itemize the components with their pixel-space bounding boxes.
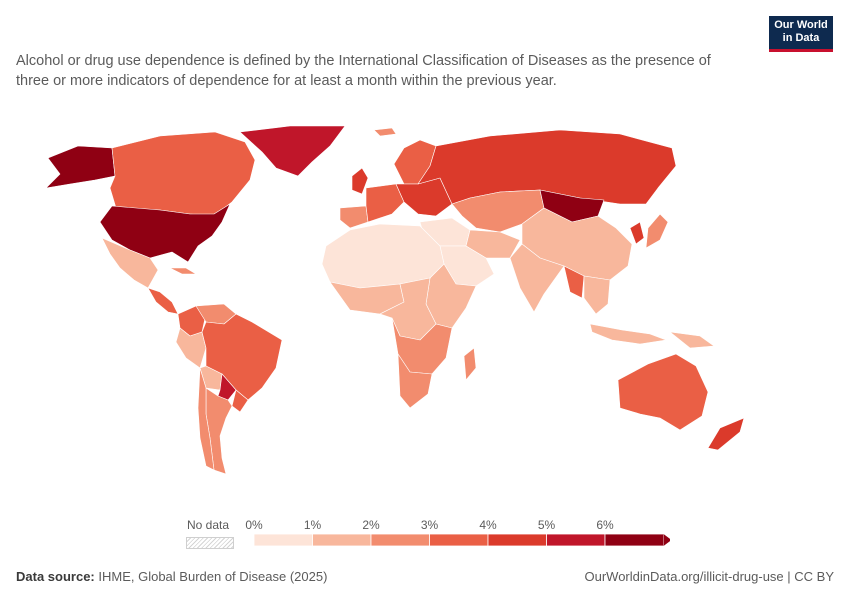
region-uruguay[interactable] xyxy=(231,389,249,413)
legend-bin-3[interactable] xyxy=(429,533,489,547)
region-south-africa[interactable] xyxy=(397,353,433,409)
region-korea[interactable] xyxy=(629,221,645,245)
legend-tick-label: 1% xyxy=(304,518,322,532)
legend-bin-6[interactable] xyxy=(604,533,664,547)
region-iceland[interactable] xyxy=(373,127,397,137)
region-papua-new-guinea[interactable] xyxy=(669,331,715,349)
region-new-zealand[interactable] xyxy=(707,417,745,451)
color-legend: 0% 1% 2% 3% 4% 5% 6% xyxy=(245,518,670,547)
legend-tick-label: 0% xyxy=(245,518,263,532)
legend-tick-label: 2% xyxy=(362,518,380,532)
region-madagascar[interactable] xyxy=(463,347,477,381)
legend-bin-0[interactable] xyxy=(253,533,313,547)
region-north-africa[interactable] xyxy=(321,223,445,289)
legend-bin-2[interactable] xyxy=(370,533,430,547)
region-united-kingdom[interactable] xyxy=(351,167,369,195)
logo-line-2: in Data xyxy=(782,32,820,44)
region-brazil[interactable] xyxy=(201,313,283,401)
data-source-text: IHME, Global Burden of Disease (2025) xyxy=(98,569,328,584)
legend-tick-label: 5% xyxy=(538,518,556,532)
logo-line-1: Our World xyxy=(774,19,828,31)
legend-arrow-tip xyxy=(663,534,670,546)
legend-no-data-swatch[interactable] xyxy=(186,537,234,549)
region-central-america[interactable] xyxy=(147,287,179,315)
data-source-label: Data source: xyxy=(16,569,95,584)
region-greenland[interactable] xyxy=(239,125,346,177)
legend-tick-label: 4% xyxy=(479,518,497,532)
region-myanmar[interactable] xyxy=(563,265,585,299)
region-united-states[interactable] xyxy=(99,203,231,263)
region-indonesia[interactable] xyxy=(589,323,667,345)
region-australia[interactable] xyxy=(617,353,709,431)
source-link[interactable]: OurWorldinData.org/illicit-drug-use | CC… xyxy=(584,569,835,584)
legend-bin-5[interactable] xyxy=(546,533,606,547)
region-iberia[interactable] xyxy=(339,205,369,229)
region-chile[interactable] xyxy=(197,367,215,471)
region-canada[interactable] xyxy=(109,131,256,217)
legend-tick-label: 6% xyxy=(596,518,614,532)
region-peru[interactable] xyxy=(175,327,207,369)
region-cuba[interactable] xyxy=(169,267,197,275)
region-japan[interactable] xyxy=(645,213,669,249)
legend-bin-4[interactable] xyxy=(487,533,547,547)
owid-logo[interactable]: Our World in Data xyxy=(769,16,833,52)
data-source: Data source: IHME, Global Burden of Dise… xyxy=(16,569,327,584)
region-india[interactable] xyxy=(509,243,565,313)
region-alaska[interactable] xyxy=(45,145,116,189)
legend-tick-label: 3% xyxy=(421,518,439,532)
region-southeast-asia[interactable] xyxy=(583,275,611,315)
legend-no-data-label: No data xyxy=(187,518,230,532)
world-map xyxy=(45,125,745,475)
legend-bin-1[interactable] xyxy=(312,533,372,547)
chart-subtitle: Alcohol or drug use dependence is define… xyxy=(16,53,711,89)
